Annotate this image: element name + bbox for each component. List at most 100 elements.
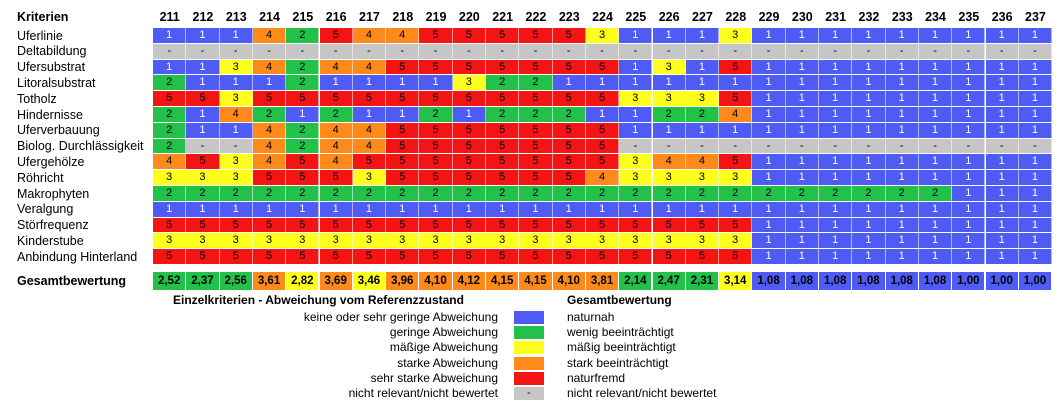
- total-cell: 1,00: [952, 272, 986, 290]
- heatmap-cell: 5: [386, 138, 420, 154]
- heatmap-cell: 1: [1018, 91, 1053, 106]
- heatmap-cell: 3: [286, 233, 320, 249]
- column-header: 211: [159, 10, 180, 24]
- heatmap-cell: 4: [252, 28, 287, 43]
- heatmap-cell: 4: [319, 138, 353, 154]
- total-cell: 4,15: [486, 272, 520, 290]
- heatmap-cell: 1: [752, 122, 786, 138]
- heatmap-cell: 1: [1018, 122, 1053, 138]
- heatmap-cell: 1: [885, 201, 919, 217]
- total-cell: 4,12: [452, 272, 486, 290]
- heatmap-cell: 2: [552, 186, 586, 201]
- heatmap-cell: 5: [319, 28, 353, 43]
- heatmap-cell: 1: [985, 75, 1019, 91]
- heatmap-cell: -: [985, 43, 1019, 59]
- heatmap-cell: 1: [153, 28, 187, 43]
- heatmap-cell: 5: [719, 217, 753, 233]
- heatmap-cell: 3: [153, 233, 187, 249]
- heatmap-cell: 5: [352, 91, 387, 106]
- heatmap-cell: 5: [219, 217, 253, 233]
- heatmap-cell: 2: [652, 107, 686, 122]
- total-cell: 3,81: [585, 272, 620, 290]
- heatmap-cell: 1: [918, 28, 953, 43]
- heatmap-cell: 2: [153, 122, 187, 138]
- heatmap-cell: 1: [785, 170, 819, 185]
- heatmap-cell: 4: [352, 28, 387, 43]
- heatmap-cell: 4: [719, 107, 753, 122]
- heatmap-cell: 4: [319, 122, 353, 138]
- heatmap-cell: 5: [519, 138, 553, 154]
- heatmap-cell: 3: [585, 28, 620, 43]
- heatmap-cell: 4: [153, 154, 187, 170]
- total-cell: 2,14: [619, 272, 653, 290]
- heatmap-cell: 1: [219, 75, 253, 91]
- legend-left-text: mäßige Abweichung: [389, 340, 498, 355]
- heatmap-cell: 1: [719, 122, 753, 138]
- heatmap-cell: 1: [985, 59, 1019, 75]
- heatmap-cell: 1: [1018, 28, 1053, 43]
- total-cell: 1,08: [819, 272, 853, 290]
- heatmap-cell: 5: [585, 59, 620, 75]
- heatmap-cell: 1: [852, 154, 886, 170]
- heatmap-cell: -: [652, 138, 686, 154]
- heatmap-cell: 1: [1018, 186, 1053, 201]
- heatmap-cell: 1: [819, 249, 853, 264]
- heatmap-cell: -: [452, 43, 486, 59]
- heatmap-cell: 5: [386, 170, 420, 185]
- heatmap-cell: 1: [852, 217, 886, 233]
- heatmap-cell: 2: [252, 186, 287, 201]
- column-header: 220: [458, 10, 480, 24]
- heatmap-cell: -: [852, 138, 886, 154]
- heatmap-cell: 1: [752, 249, 786, 264]
- heatmap-cell: 5: [719, 59, 753, 75]
- heatmap-cell: 2: [852, 186, 886, 201]
- heatmap-cell: 1: [985, 201, 1019, 217]
- heatmap-cell: 1: [552, 75, 586, 91]
- row-label: Anbindung Hinterland: [17, 249, 138, 264]
- heatmap-cell: 3: [319, 233, 353, 249]
- heatmap-cell: 5: [486, 249, 520, 264]
- heatmap-cell: 1: [752, 107, 786, 122]
- heatmap-cell: 5: [419, 138, 453, 154]
- total-cell: 2,31: [685, 272, 720, 290]
- heatmap-cell: -: [186, 138, 220, 154]
- column-header: 228: [725, 10, 747, 24]
- heatmap-cell: 1: [1018, 233, 1053, 249]
- heatmap-cell: 3: [685, 170, 720, 185]
- heatmap-cell: -: [252, 43, 287, 59]
- heatmap-cell: 5: [519, 170, 553, 185]
- heatmap-cell: 3: [719, 170, 753, 185]
- heatmap-cell: 1: [852, 170, 886, 185]
- heatmap-cell: -: [1018, 43, 1053, 59]
- column-header: 226: [658, 10, 680, 24]
- column-header: 217: [359, 10, 380, 24]
- heatmap-cell: 1: [852, 249, 886, 264]
- heatmap-cell: 1: [885, 122, 919, 138]
- heatmap-cell: -: [952, 138, 986, 154]
- heatmap-cell: 5: [452, 91, 486, 106]
- heatmap-cell: 5: [286, 217, 320, 233]
- heatmap-cell: 2: [719, 186, 753, 201]
- heatmap-cell: 5: [352, 154, 387, 170]
- heatmap-cell: 1: [652, 201, 686, 217]
- heatmap-cell: 3: [619, 170, 653, 185]
- heatmap-cell: 1: [585, 107, 620, 122]
- heatmap-cell: 4: [352, 122, 387, 138]
- heatmap-cell: 5: [452, 170, 486, 185]
- heatmap-cell: -: [519, 43, 553, 59]
- column-header: 212: [192, 10, 214, 24]
- heatmap-cell: 5: [486, 59, 520, 75]
- column-header: 216: [325, 10, 347, 24]
- heatmap-cell: 1: [985, 170, 1019, 185]
- heatmap-cell: 1: [785, 201, 819, 217]
- column-header: 234: [925, 10, 946, 24]
- legend-left-text: nicht relevant/nicht bewertet: [348, 386, 498, 400]
- heatmap-cell: 5: [252, 249, 287, 264]
- heatmap-cell: 1: [752, 233, 786, 249]
- heatmap-cell: 2: [153, 107, 187, 122]
- heatmap-cell: 1: [918, 59, 953, 75]
- heatmap-cell: 5: [386, 91, 420, 106]
- heatmap-cell: 5: [186, 249, 220, 264]
- heatmap-cell: 5: [552, 249, 586, 264]
- heatmap-cell: 1: [918, 201, 953, 217]
